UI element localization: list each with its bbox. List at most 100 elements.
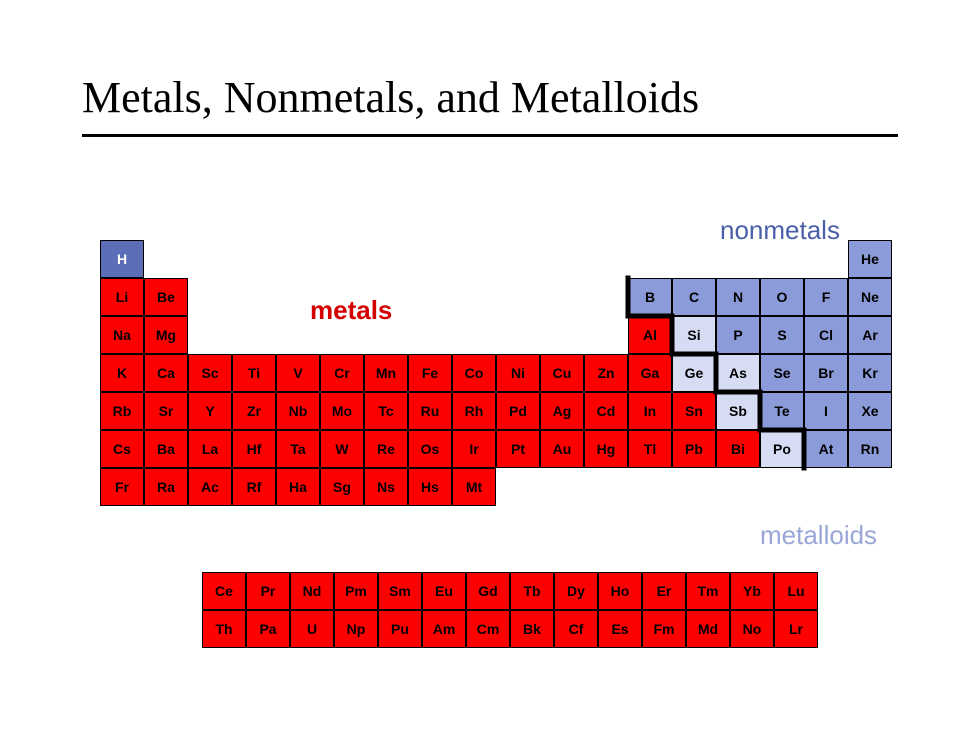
- element-Re: Re: [364, 430, 408, 468]
- element-Fe: Fe: [408, 354, 452, 392]
- element-Sg: Sg: [320, 468, 364, 506]
- element-Ho: Ho: [598, 572, 642, 610]
- element-Cd: Cd: [584, 392, 628, 430]
- element-Rh: Rh: [452, 392, 496, 430]
- element-V: V: [276, 354, 320, 392]
- element-Er: Er: [642, 572, 686, 610]
- element-Ge: Ge: [672, 354, 716, 392]
- element-Ar: Ar: [848, 316, 892, 354]
- element-Lu: Lu: [774, 572, 818, 610]
- element-S: S: [760, 316, 804, 354]
- element-Y: Y: [188, 392, 232, 430]
- element-C: C: [672, 278, 716, 316]
- element-Po: Po: [760, 430, 804, 468]
- element-Cu: Cu: [540, 354, 584, 392]
- element-Hg: Hg: [584, 430, 628, 468]
- element-No: No: [730, 610, 774, 648]
- element-Mn: Mn: [364, 354, 408, 392]
- element-Kr: Kr: [848, 354, 892, 392]
- label-metals: metals: [310, 295, 392, 326]
- element-Eu: Eu: [422, 572, 466, 610]
- element-F: F: [804, 278, 848, 316]
- element-Ra: Ra: [144, 468, 188, 506]
- element-Sm: Sm: [378, 572, 422, 610]
- element-Na: Na: [100, 316, 144, 354]
- element-Gd: Gd: [466, 572, 510, 610]
- element-Md: Md: [686, 610, 730, 648]
- element-Zr: Zr: [232, 392, 276, 430]
- element-Si: Si: [672, 316, 716, 354]
- element-Ha: Ha: [276, 468, 320, 506]
- element-Ag: Ag: [540, 392, 584, 430]
- element-Ba: Ba: [144, 430, 188, 468]
- label-nonmetals: nonmetals: [720, 215, 840, 246]
- element-Sr: Sr: [144, 392, 188, 430]
- element-Co: Co: [452, 354, 496, 392]
- element-Cs: Cs: [100, 430, 144, 468]
- element-Hs: Hs: [408, 468, 452, 506]
- element-Li: Li: [100, 278, 144, 316]
- element-In: In: [628, 392, 672, 430]
- element-Cf: Cf: [554, 610, 598, 648]
- element-Nd: Nd: [290, 572, 334, 610]
- element-Rf: Rf: [232, 468, 276, 506]
- element-Mo: Mo: [320, 392, 364, 430]
- element-Pm: Pm: [334, 572, 378, 610]
- element-Ne: Ne: [848, 278, 892, 316]
- element-Tl: Tl: [628, 430, 672, 468]
- element-Pd: Pd: [496, 392, 540, 430]
- element-Ga: Ga: [628, 354, 672, 392]
- element-Mt: Mt: [452, 468, 496, 506]
- element-Ni: Ni: [496, 354, 540, 392]
- element-Bi: Bi: [716, 430, 760, 468]
- label-metalloids: metalloids: [760, 520, 877, 551]
- element-Sc: Sc: [188, 354, 232, 392]
- element-Bk: Bk: [510, 610, 554, 648]
- element-At: At: [804, 430, 848, 468]
- element-Te: Te: [760, 392, 804, 430]
- element-Be: Be: [144, 278, 188, 316]
- element-Ir: Ir: [452, 430, 496, 468]
- element-As: As: [716, 354, 760, 392]
- element-Pr: Pr: [246, 572, 290, 610]
- element-Au: Au: [540, 430, 584, 468]
- element-Tm: Tm: [686, 572, 730, 610]
- element-N: N: [716, 278, 760, 316]
- element-Rn: Rn: [848, 430, 892, 468]
- element-H: H: [100, 240, 144, 278]
- element-La: La: [188, 430, 232, 468]
- element-Pb: Pb: [672, 430, 716, 468]
- page-title: Metals, Nonmetals, and Metalloids: [82, 72, 699, 123]
- element-U: U: [290, 610, 334, 648]
- element-Sb: Sb: [716, 392, 760, 430]
- element-Xe: Xe: [848, 392, 892, 430]
- element-Sn: Sn: [672, 392, 716, 430]
- element-Lr: Lr: [774, 610, 818, 648]
- element-I: I: [804, 392, 848, 430]
- element-O: O: [760, 278, 804, 316]
- title-underline: [82, 134, 898, 137]
- element-K: K: [100, 354, 144, 392]
- element-Zn: Zn: [584, 354, 628, 392]
- element-Hf: Hf: [232, 430, 276, 468]
- element-Ru: Ru: [408, 392, 452, 430]
- element-Cm: Cm: [466, 610, 510, 648]
- element-Nb: Nb: [276, 392, 320, 430]
- element-Th: Th: [202, 610, 246, 648]
- element-B: B: [628, 278, 672, 316]
- element-Pu: Pu: [378, 610, 422, 648]
- element-Ca: Ca: [144, 354, 188, 392]
- element-Ta: Ta: [276, 430, 320, 468]
- element-Es: Es: [598, 610, 642, 648]
- element-W: W: [320, 430, 364, 468]
- element-Fm: Fm: [642, 610, 686, 648]
- element-Pt: Pt: [496, 430, 540, 468]
- element-Al: Al: [628, 316, 672, 354]
- element-Am: Am: [422, 610, 466, 648]
- element-Dy: Dy: [554, 572, 598, 610]
- element-Br: Br: [804, 354, 848, 392]
- element-P: P: [716, 316, 760, 354]
- element-Pa: Pa: [246, 610, 290, 648]
- element-Ce: Ce: [202, 572, 246, 610]
- element-Mg: Mg: [144, 316, 188, 354]
